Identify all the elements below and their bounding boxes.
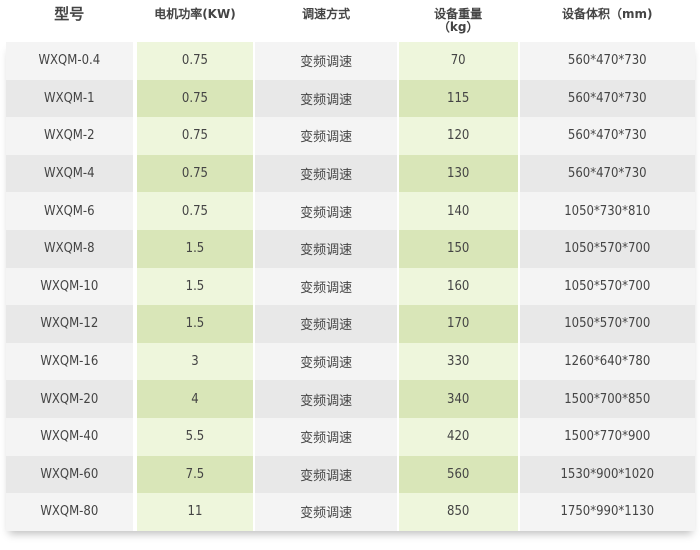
cell-power: 7.5 [136,455,254,494]
cell-volume: 1500*770*900 [519,417,695,456]
table-row: WXQM-60 7.5 变频调速 560 1530*900*1020 [6,455,695,494]
table-row: WXQM-8 1.5 变频调速 150 1050*570*700 [6,229,695,268]
cell-speed-control: 变频调速 [255,192,397,230]
table-row: WXQM-6 0.75 变频调速 140 1050*730*810 [6,192,695,230]
cell-model: WXQM-40 [6,417,133,456]
cell-speed-control: 变频调速 [255,342,397,381]
cell-weight: 340 [398,380,518,418]
cell-power: 11 [136,493,254,531]
cell-power: 5.5 [136,417,254,456]
cell-weight: 330 [398,342,518,381]
cell-volume: 1050*570*700 [519,305,695,343]
table-header: 型号 电机功率(KW) 调速方式 设备重量 （kg） 设备体积（mm) [6,0,695,42]
cell-power: 1.5 [136,267,254,306]
cell-power: 3 [136,342,254,381]
cell-power: 1.5 [136,305,254,343]
cell-volume: 560*470*730 [519,117,695,155]
cell-weight: 560 [398,455,518,494]
header-power: 电机功率(KW) [154,7,236,21]
cell-model: WXQM-6 [6,192,133,230]
cell-speed-control: 变频调速 [255,493,397,531]
cell-volume: 560*470*730 [519,42,695,80]
cell-volume: 1260*640*780 [519,342,695,381]
cell-speed-control: 变频调速 [255,154,397,193]
cell-volume: 1530*900*1020 [519,455,695,494]
cell-weight: 160 [398,267,518,306]
cell-model: WXQM-20 [6,380,133,418]
cell-model: WXQM-8 [6,229,133,268]
table-row: WXQM-16 3 变频调速 330 1260*640*780 [6,342,695,381]
cell-volume: 1050*570*700 [519,229,695,268]
cell-weight: 115 [398,79,518,118]
cell-model: WXQM-12 [6,305,133,343]
cell-speed-control: 变频调速 [255,455,397,494]
table-row: WXQM-0.4 0.75 变频调速 70 560*470*730 [6,42,695,80]
table-row: WXQM-80 11 变频调速 850 1750*990*1130 [6,493,695,531]
table-row: WXQM-20 4 变频调速 340 1500*700*850 [6,380,695,418]
cell-volume: 560*470*730 [519,79,695,118]
cell-model: WXQM-80 [6,493,133,531]
cell-model: WXQM-0.4 [6,42,133,80]
cell-weight: 120 [398,117,518,155]
cell-volume: 560*470*730 [519,154,695,193]
cell-speed-control: 变频调速 [255,267,397,306]
table-row: WXQM-4 0.75 变频调速 130 560*470*730 [6,154,695,193]
header-weight: 设备重量 （kg） [434,7,483,34]
cell-model: WXQM-4 [6,154,133,193]
cell-model: WXQM-1 [6,79,133,118]
cell-speed-control: 变频调速 [255,117,397,155]
cell-volume: 1500*700*850 [519,380,695,418]
cell-power: 0.75 [136,192,254,230]
header-speed-control: 调速方式 [302,7,351,21]
cell-volume: 1050*570*700 [519,267,695,306]
header-model: 型号 [54,5,85,23]
table-row: WXQM-2 0.75 变频调速 120 560*470*730 [6,117,695,155]
cell-speed-control: 变频调速 [255,380,397,418]
cell-volume: 1050*730*810 [519,192,695,230]
cell-weight: 140 [398,192,518,230]
cell-power: 0.75 [136,79,254,118]
cell-model: WXQM-60 [6,455,133,494]
cell-weight: 150 [398,229,518,268]
cell-weight: 70 [398,42,518,80]
header-volume: 设备体积（mm) [562,7,653,21]
cell-weight: 850 [398,493,518,531]
cell-speed-control: 变频调速 [255,79,397,118]
cell-model: WXQM-10 [6,267,133,306]
cell-weight: 170 [398,305,518,343]
cell-speed-control: 变频调速 [255,229,397,268]
cell-speed-control: 变频调速 [255,42,397,80]
cell-power: 0.75 [136,117,254,155]
cell-model: WXQM-2 [6,117,133,155]
cell-weight: 420 [398,417,518,456]
cell-power: 0.75 [136,154,254,193]
cell-power: 4 [136,380,254,418]
table-row: WXQM-1 0.75 变频调速 115 560*470*730 [6,79,695,118]
cell-speed-control: 变频调速 [255,417,397,456]
cell-volume: 1750*990*1130 [519,493,695,531]
spec-table: WXQM-0.4 0.75 变频调速 70 560*470*730 WXQM-1 0.75 变… [6,42,695,531]
cell-weight: 130 [398,154,518,193]
cell-power: 0.75 [136,42,254,80]
table-row: WXQM-12 1.5 变频调速 170 1050*570*700 [6,305,695,343]
table-row: WXQM-10 1.5 变频调速 160 1050*570*700 [6,267,695,306]
cell-model: WXQM-16 [6,342,133,381]
table-row: WXQM-40 5.5 变频调速 420 1500*770*900 [6,417,695,456]
cell-power: 1.5 [136,229,254,268]
cell-speed-control: 变频调速 [255,305,397,343]
